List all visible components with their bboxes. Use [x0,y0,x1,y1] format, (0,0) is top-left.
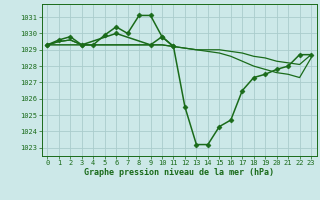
X-axis label: Graphe pression niveau de la mer (hPa): Graphe pression niveau de la mer (hPa) [84,168,274,177]
